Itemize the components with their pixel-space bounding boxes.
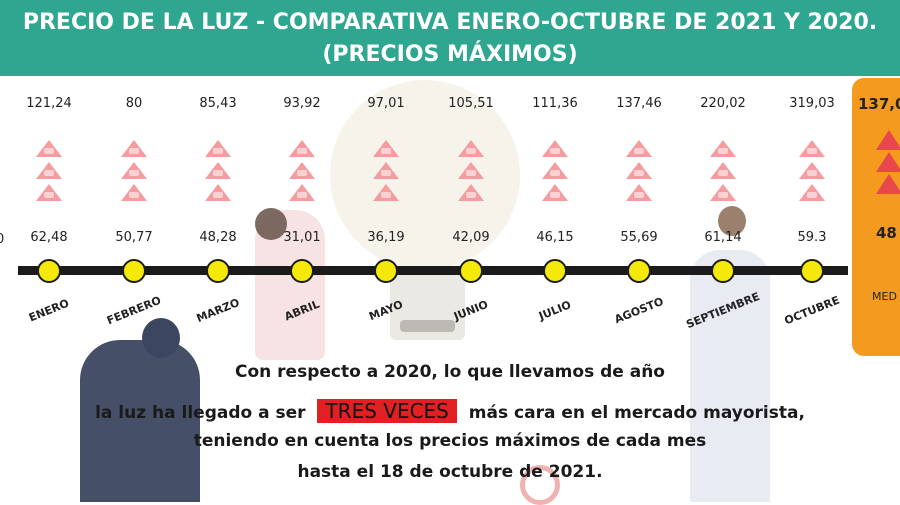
cut-off-value: 0 — [0, 232, 5, 247]
value-2021: 220,02 — [700, 96, 746, 111]
timeline-dot — [459, 259, 483, 283]
average-panel — [852, 78, 900, 356]
timeline-dot — [122, 259, 146, 283]
up-arrow-icon — [121, 140, 147, 157]
up-arrow-icon — [710, 140, 736, 157]
up-arrow-icon — [36, 184, 62, 201]
value-2020: 59.3 — [797, 230, 827, 245]
value-2021: 137,46 — [616, 96, 662, 111]
up-arrow-icon — [373, 184, 399, 201]
value-2021: 97,01 — [367, 96, 405, 111]
up-arrow-icon — [542, 184, 568, 201]
timeline-dot — [711, 259, 735, 283]
highlight-badge: TRES VECES — [317, 399, 457, 423]
up-arrow-icon — [626, 184, 652, 201]
timeline-dot — [290, 259, 314, 283]
summary-line-2: la luz ha llegado a ser TRES VECES más c… — [0, 399, 900, 423]
value-2020: 48,28 — [199, 230, 237, 245]
up-arrow-icon — [36, 140, 62, 157]
man-crouching-head-illustration — [142, 318, 180, 358]
month-label: OCTUBRE — [782, 293, 842, 328]
up-arrow-icon — [205, 184, 231, 201]
up-arrow-icon — [458, 162, 484, 179]
value-2021: 121,24 — [26, 96, 72, 111]
up-arrow-icon — [710, 162, 736, 179]
average-label: MED — [872, 290, 897, 303]
value-2020: 61,14 — [704, 230, 742, 245]
up-arrow-icon — [289, 162, 315, 179]
up-arrow-icon — [876, 174, 900, 194]
up-arrow-icon — [458, 184, 484, 201]
value-2020: 55,69 — [620, 230, 658, 245]
value-2021: 111,36 — [532, 96, 578, 111]
woman-head-illustration — [255, 208, 287, 240]
up-arrow-icon — [876, 152, 900, 172]
up-arrow-icon — [710, 184, 736, 201]
summary-line-4: hasta el 18 de octubre de 2021. — [297, 462, 603, 482]
value-2020: 50,77 — [115, 230, 153, 245]
value-2021: 85,43 — [199, 96, 237, 111]
timeline-dot — [627, 259, 651, 283]
timeline-dot — [800, 259, 824, 283]
up-arrow-icon — [289, 184, 315, 201]
up-arrow-icon — [205, 140, 231, 157]
month-label: JULIO — [537, 298, 573, 323]
title-banner: PRECIO DE LA LUZ - COMPARATIVA ENERO-OCT… — [0, 0, 900, 76]
value-2020: 42,09 — [452, 230, 490, 245]
value-2021: 93,92 — [283, 96, 321, 111]
up-arrow-icon — [36, 162, 62, 179]
lightbulb-socket-illustration — [400, 320, 455, 332]
up-arrow-icon — [205, 162, 231, 179]
month-label: AGOSTO — [612, 294, 666, 327]
value-2021: 319,03 — [789, 96, 835, 111]
up-arrow-icon — [799, 162, 825, 179]
value-2020: 46,15 — [536, 230, 574, 245]
summary-line-2-start: la luz ha llegado a ser — [95, 403, 306, 423]
summary-line-1: Con respecto a 2020, lo que llevamos de … — [235, 362, 665, 382]
man-standing-illustration — [690, 250, 770, 502]
page-subtitle: (PRECIOS MÁXIMOS) — [322, 42, 578, 67]
up-arrow-icon — [799, 140, 825, 157]
up-arrow-icon — [876, 130, 900, 150]
timeline-dot — [374, 259, 398, 283]
value-2021: 80 — [125, 96, 143, 111]
up-arrow-icon — [799, 184, 825, 201]
timeline-dot — [543, 259, 567, 283]
up-arrow-icon — [626, 162, 652, 179]
month-label: ENERO — [27, 296, 71, 325]
value-2020: 36,19 — [367, 230, 405, 245]
up-arrow-icon — [373, 162, 399, 179]
lightbulb-illustration — [330, 80, 520, 270]
page-title: PRECIO DE LA LUZ - COMPARATIVA ENERO-OCT… — [22, 10, 878, 35]
timeline-dot — [37, 259, 61, 283]
up-arrow-icon — [626, 140, 652, 157]
up-arrow-icon — [458, 140, 484, 157]
average-2020-value: 48 — [876, 224, 897, 242]
up-arrow-icon — [542, 162, 568, 179]
value-2021: 105,51 — [448, 96, 494, 111]
man-standing-head-illustration — [718, 206, 746, 236]
month-label: FEBRERO — [105, 293, 163, 328]
value-2020: 62,48 — [30, 230, 68, 245]
timeline-bar — [18, 266, 848, 275]
summary-line-2-end: más cara en el mercado mayorista, — [468, 403, 805, 423]
up-arrow-icon — [289, 140, 315, 157]
up-arrow-icon — [121, 162, 147, 179]
timeline-dot — [206, 259, 230, 283]
average-2021-value: 137,0 — [858, 95, 900, 113]
up-arrow-icon — [121, 184, 147, 201]
up-arrow-icon — [373, 140, 399, 157]
month-label: MARZO — [194, 295, 242, 326]
summary-line-3: teniendo en cuenta los precios máximos d… — [193, 431, 707, 451]
value-2020: 31,01 — [283, 230, 321, 245]
up-arrow-icon — [542, 140, 568, 157]
